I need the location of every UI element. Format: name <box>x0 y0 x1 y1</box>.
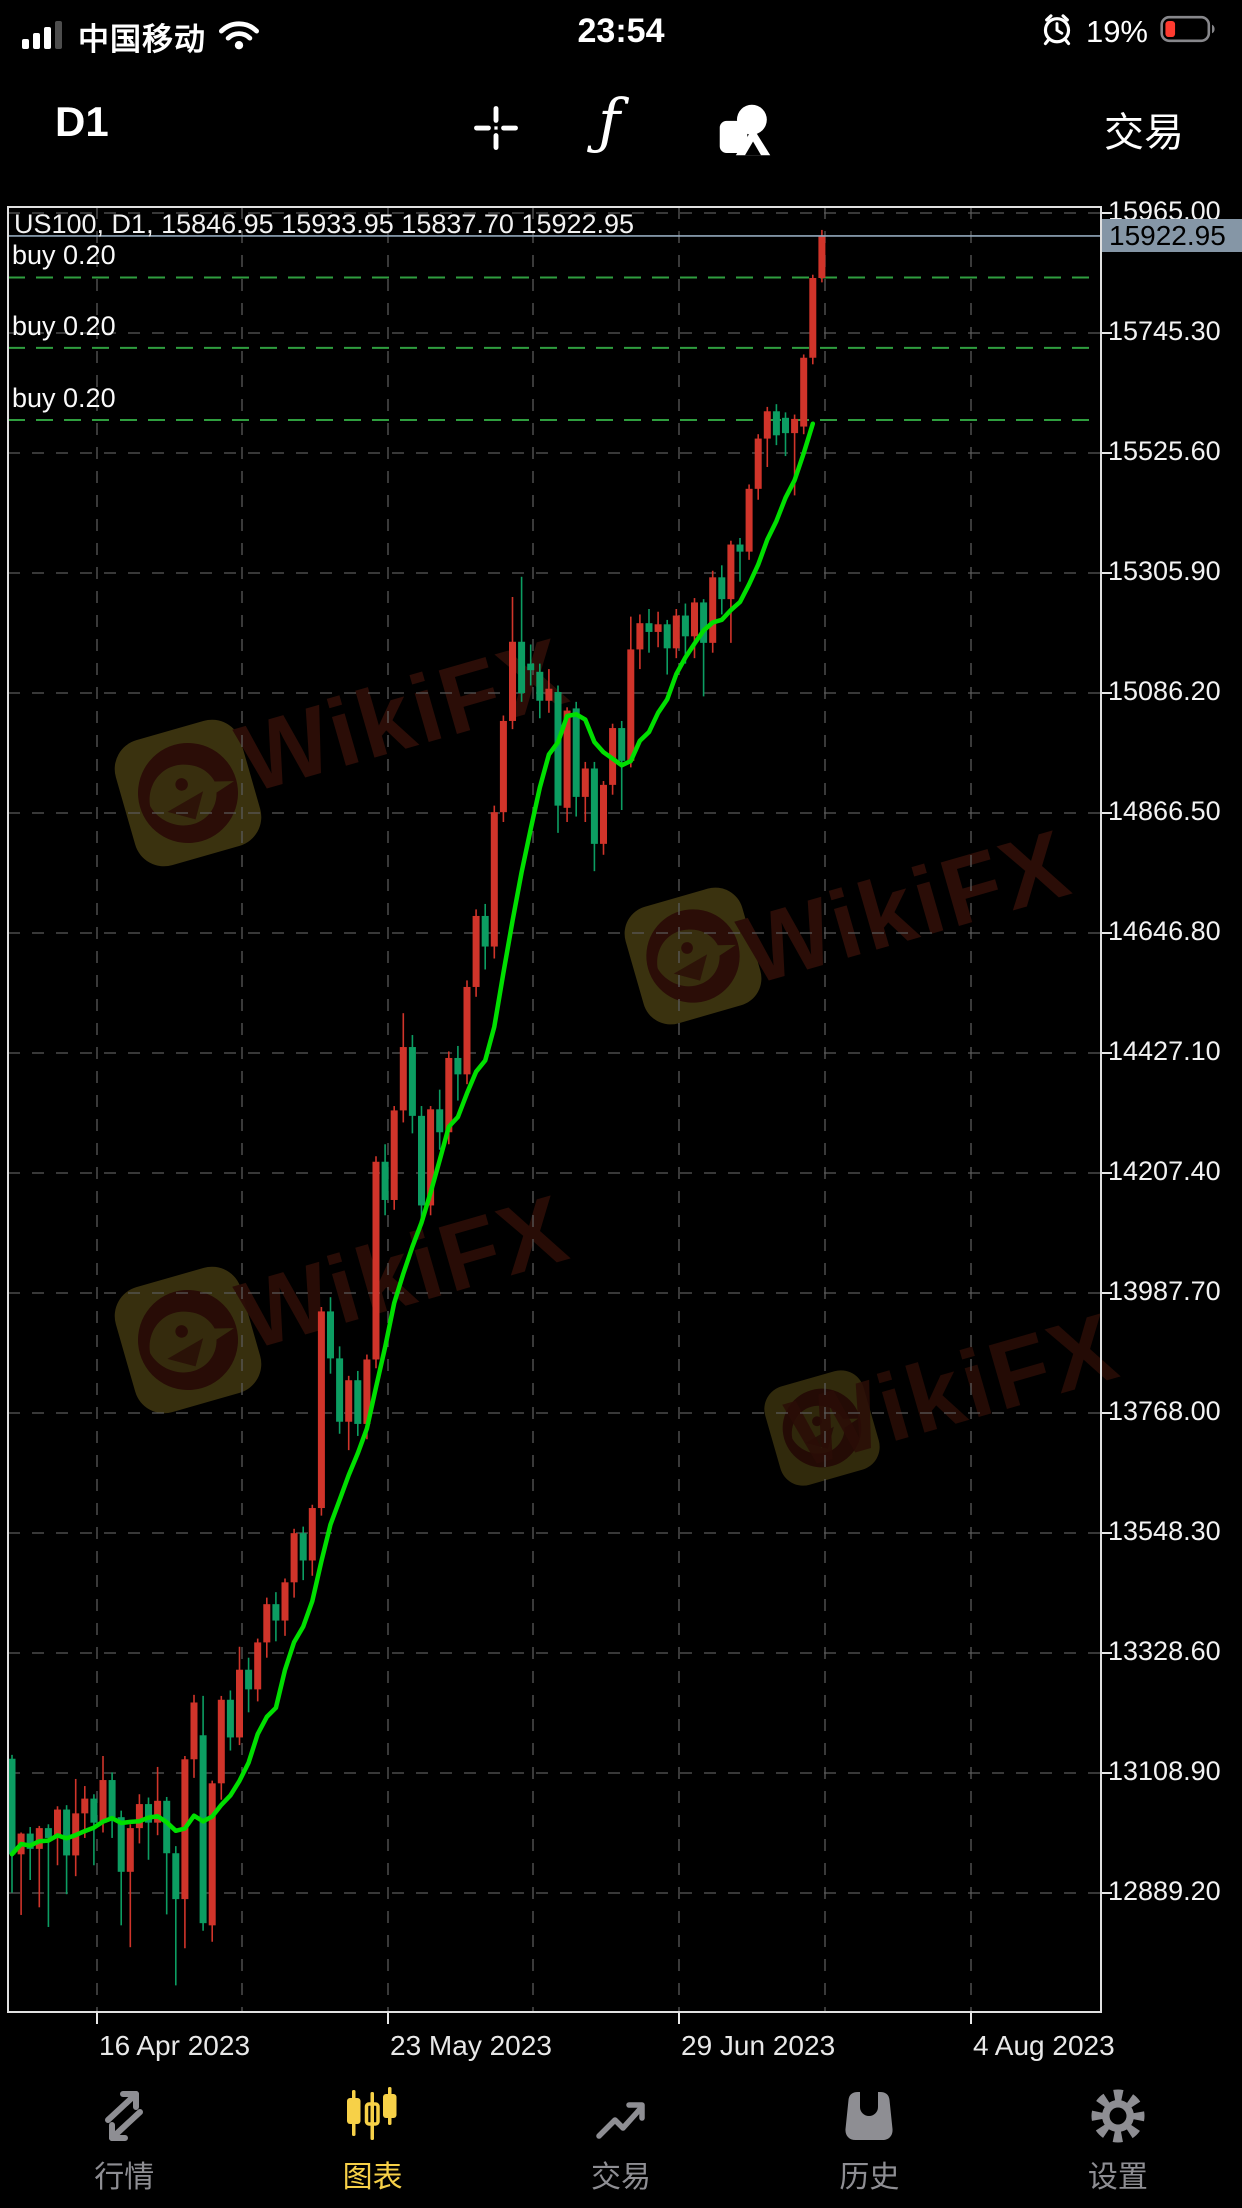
candlestick-series <box>8 229 826 1986</box>
price-axis-label: 13987.70 <box>1108 1276 1221 1306</box>
order-label: buy 0.20 <box>12 383 116 413</box>
trade-icon <box>596 2102 645 2139</box>
date-axis-label: 4 Aug 2023 <box>973 2030 1115 2061</box>
price-axis-label: 12889.20 <box>1108 1876 1221 1906</box>
wifi-icon <box>218 18 260 55</box>
date-axis-label: 16 Apr 2023 <box>99 2030 251 2061</box>
tab-bar: 行情 图表 交易 历史 设置 <box>0 2076 1242 2208</box>
crosshair-icon[interactable] <box>470 102 522 159</box>
battery-icon <box>1160 14 1218 49</box>
tab-图表[interactable]: 图表 <box>248 2076 496 2208</box>
date-axis-label: 29 Jun 2023 <box>681 2030 836 2061</box>
wikifx-eagle-logo <box>606 869 779 1042</box>
price-axis-label: 13108.90 <box>1108 1756 1221 1786</box>
tab-label: 交易 <box>591 2161 652 2194</box>
current-price-badge: 15922.95 <box>1102 219 1242 253</box>
history-icon <box>845 2092 893 2140</box>
clock-time: 23:54 <box>577 12 665 50</box>
tab-历史[interactable]: 历史 <box>745 2076 993 2208</box>
price-axis-label: 15305.90 <box>1108 556 1221 586</box>
objects-icon[interactable] <box>714 102 776 163</box>
alarm-icon <box>1040 12 1074 51</box>
carrier-label: 中国移动 <box>78 22 206 57</box>
quotes-icon <box>105 2091 144 2141</box>
price-axis-label: 15745.30 <box>1108 316 1221 346</box>
function-icon[interactable]: ƒ <box>598 87 621 157</box>
price-axis-label: 14427.10 <box>1108 1036 1221 1066</box>
symbol-ohlc-header: US100, D1, 15846.95 15933.95 15837.70 15… <box>14 209 635 239</box>
wikifx-eagle-logo <box>749 1355 895 1501</box>
tab-label: 图表 <box>342 2161 403 2194</box>
price-axis-label: 15525.60 <box>1108 436 1221 466</box>
order-label: buy 0.20 <box>12 240 116 271</box>
price-axis-label: 13768.00 <box>1108 1396 1221 1426</box>
wikifx-eagle-logo <box>95 700 281 886</box>
price-axis-label: 14207.40 <box>1108 1156 1221 1186</box>
tab-label: 行情 <box>94 2161 155 2194</box>
order-label: buy 0.20 <box>12 310 116 341</box>
price-axis-label: 14866.50 <box>1108 796 1221 826</box>
chart-border <box>7 206 1102 2013</box>
settings-icon <box>1091 2089 1145 2143</box>
battery-percent-label: 19% <box>1085 13 1148 49</box>
signal-strength-icon <box>22 19 66 54</box>
tab-行情[interactable]: 行情 <box>0 2076 248 2208</box>
charts-icon <box>346 2087 397 2140</box>
wikifx-eagle-logo <box>95 1247 281 1433</box>
status-bar: 中国移动 23:54 19% <box>0 0 1242 70</box>
date-axis-label: 23 May 2023 <box>390 2030 552 2061</box>
price-axis-label: 13548.30 <box>1108 1516 1221 1546</box>
chart-toolbar: D1 ƒ 交易 <box>0 84 1242 184</box>
tab-label: 历史 <box>839 2161 900 2194</box>
ma-line <box>9 421 816 1857</box>
price-axis-label: 15086.20 <box>1108 676 1221 706</box>
price-axis-label: 13328.60 <box>1108 1636 1221 1666</box>
tab-交易[interactable]: 交易 <box>497 2076 745 2208</box>
timeframe-button[interactable]: D1 <box>55 98 109 145</box>
price-axis-label: 14646.80 <box>1108 916 1221 946</box>
tab-设置[interactable]: 设置 <box>994 2076 1242 2208</box>
tab-label: 设置 <box>1087 2161 1148 2194</box>
trade-button[interactable]: 交易 <box>1104 111 1184 155</box>
